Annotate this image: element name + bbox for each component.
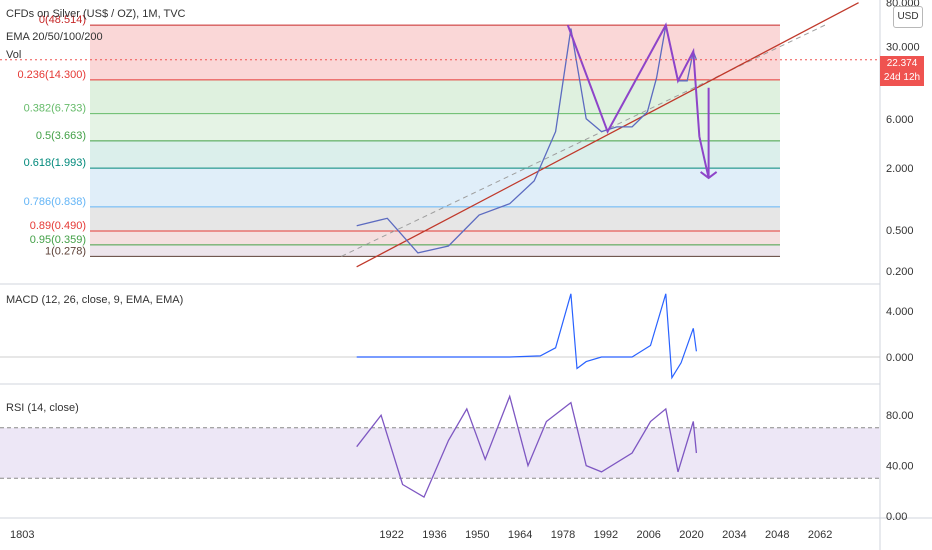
fib-zone [90, 25, 780, 80]
rsi-legend: RSI (14, close) [6, 402, 79, 414]
fib-zone [90, 230, 780, 245]
fib-level-label: 0.236(14.300) [18, 69, 87, 81]
fib-zone [90, 79, 780, 114]
time-axis-tick: 1950 [465, 529, 489, 541]
currency-button[interactable]: USD [893, 6, 923, 28]
volume-legend: Vol [6, 49, 21, 61]
axes: 80.000 30.000 6.000 2.000 0.500 0.200 4.000 0.0… [10, 0, 920, 541]
macd-pane[interactable] [0, 293, 880, 380]
macd-line [356, 293, 697, 380]
time-axis-tick: 2006 [636, 529, 660, 541]
macd-axis-tick: 4.000 [886, 306, 914, 318]
time-axis-tick: 2020 [679, 529, 703, 541]
pattern-overlay [566, 22, 701, 137]
time-axis-tick: 1922 [379, 529, 403, 541]
forecast-arrow [698, 136, 710, 179]
price-axis-tick: 0.200 [886, 266, 914, 278]
fib-zone [90, 168, 780, 207]
fib-level-label: 0.618(1.993) [24, 157, 86, 169]
time-axis-tick: 1803 [10, 529, 34, 541]
rsi-axis-tick: 40.00 [886, 461, 914, 473]
fib-zone [90, 113, 780, 141]
rsi-pane[interactable] [0, 394, 880, 499]
fib-level-label: 1(0.278) [45, 245, 86, 257]
fib-level-label: 0.95(0.359) [30, 234, 86, 246]
fib-level-label: 0.786(0.838) [24, 196, 86, 208]
price-axis-tick: 30.000 [886, 42, 920, 54]
fib-level-label: 0.5(3.663) [36, 130, 86, 142]
ema-legend: EMA 20/50/100/200 [6, 31, 103, 43]
time-axis-tick: 2062 [808, 529, 832, 541]
fib-zone [90, 244, 780, 257]
fib-zone [90, 140, 780, 169]
price-pane[interactable]: 0(48.514) 0.236(14.300) 0.382(6.733) 0.5(3.… [0, 2, 880, 268]
time-axis-tick: 1936 [422, 529, 446, 541]
chart-title: CFDs on Silver (US$ / OZ), 1M, TVC [6, 8, 186, 20]
fib-level-label: 0.89(0.490) [30, 220, 86, 232]
time-axis-tick: 1964 [508, 529, 532, 541]
price-axis-tick: 0.500 [886, 225, 914, 237]
arrow-head [700, 171, 718, 180]
price-axis-tick: 80.000 [886, 0, 920, 10]
price-axis-tick: 2.000 [886, 163, 914, 175]
rsi-axis-tick: 80.00 [886, 410, 914, 422]
fib-level-label: 0(48.514) [39, 14, 86, 26]
fib-zone [90, 206, 780, 231]
rsi-line [356, 394, 698, 499]
macd-legend: MACD (12, 26, close, 9, EMA, EMA) [6, 294, 183, 306]
time-axis-tick: 2048 [765, 529, 789, 541]
fib-level-label: 0.382(6.733) [24, 103, 86, 115]
rsi-axis-tick: 0.00 [886, 511, 907, 523]
support-trendline [356, 2, 859, 268]
rsi-band [0, 427, 880, 479]
macd-axis-tick: 0.000 [886, 352, 914, 364]
time-axis-tick: 1992 [594, 529, 618, 541]
last-price-tag: 22.374 24d 12h [880, 56, 924, 86]
time-axis-tick: 2034 [722, 529, 746, 541]
price-axis-tick: 6.000 [886, 114, 914, 126]
last-price-value: 22.374 [886, 58, 918, 69]
time-axis-tick: 1978 [551, 529, 575, 541]
last-price-countdown: 24d 12h [883, 72, 921, 83]
